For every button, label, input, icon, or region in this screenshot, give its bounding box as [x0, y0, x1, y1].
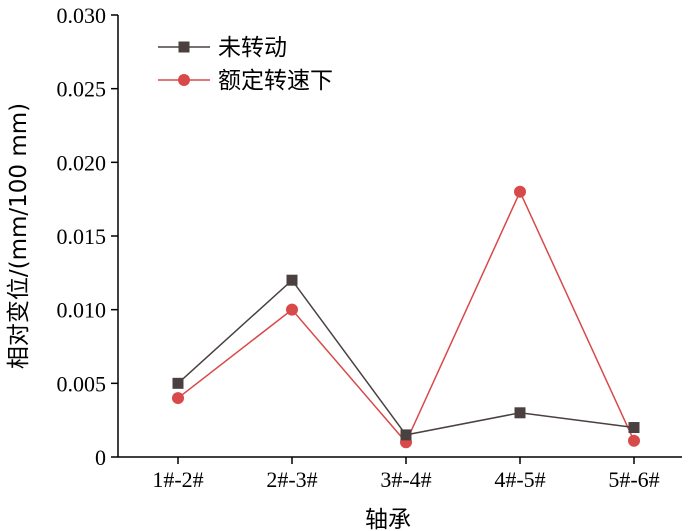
x-tick-label: 4#-5# — [494, 467, 545, 492]
series-2-point — [628, 434, 640, 447]
y-tick-label: 0.015 — [57, 224, 107, 249]
x-axis-title: 轴承 — [365, 507, 411, 531]
legend-swatch-marker — [178, 41, 190, 53]
series-2-point — [514, 185, 526, 198]
series-1-point — [400, 429, 412, 441]
y-tick-label: 0.025 — [57, 77, 107, 102]
y-axis-ticks: 0 0.005 0.010 0.015 0.020 0.025 0.030 — [57, 3, 118, 470]
series-2-point — [286, 303, 298, 316]
y-tick-label: 0.020 — [57, 150, 107, 175]
series-1 — [172, 274, 640, 441]
series-1-point — [628, 422, 640, 434]
series-1-line — [177, 279, 635, 436]
y-axis-title: 相对变位/(mm/100 mm) — [6, 103, 32, 369]
plot-area: 0 0.005 0.010 0.015 0.020 0.025 0.030 1#-2# 2#-… — [57, 3, 682, 492]
y-tick-label: 0 — [95, 445, 106, 470]
legend-label: 未转动 — [218, 35, 287, 61]
legend-swatch-marker — [178, 74, 190, 86]
y-tick-label: 0.010 — [57, 298, 107, 323]
x-axis-ticks: 1#-2# 2#-3# 3#-4# 4#-5# 5#-6# — [152, 457, 660, 492]
legend-label: 额定转速下 — [218, 68, 333, 94]
x-tick-label: 1#-2# — [152, 467, 203, 492]
series-1-point — [514, 407, 526, 419]
series-1-point — [286, 274, 298, 286]
series-2-point — [172, 392, 184, 405]
x-tick-label: 5#-6# — [608, 467, 659, 492]
series-2 — [172, 185, 640, 449]
legend-item: 未转动 — [158, 35, 287, 61]
y-tick-label: 0.005 — [57, 371, 107, 396]
series-2-line — [177, 189, 635, 444]
x-tick-label: 2#-3# — [266, 467, 317, 492]
x-tick-label: 3#-4# — [380, 467, 431, 492]
legend-item: 额定转速下 — [158, 68, 333, 94]
series-1-point — [172, 377, 184, 389]
series-layer — [172, 185, 640, 449]
y-tick-label: 0.030 — [57, 3, 107, 28]
